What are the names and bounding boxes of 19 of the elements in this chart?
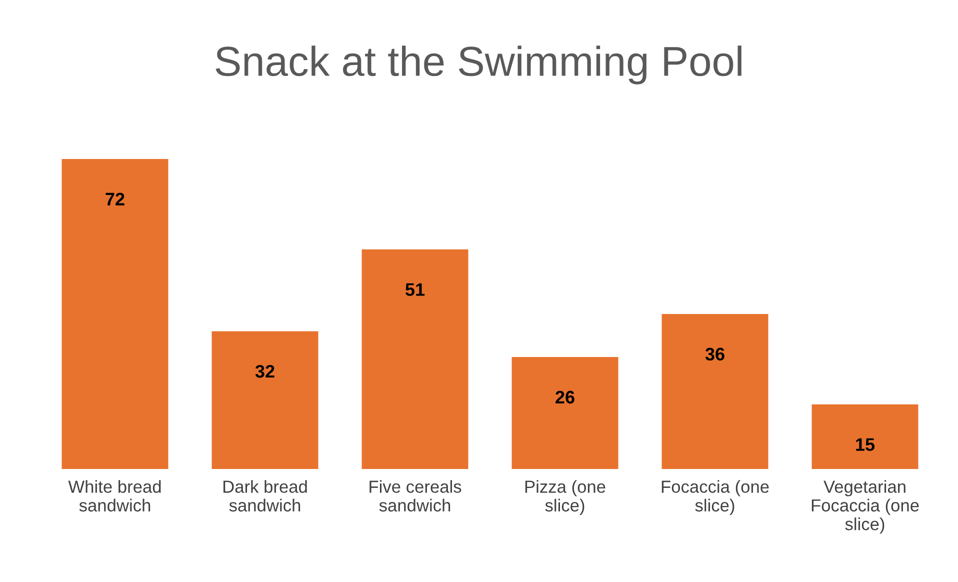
data-label: 51 <box>406 283 425 296</box>
bar <box>62 159 168 469</box>
data-label: 36 <box>705 348 724 361</box>
x-tick-label: Dark bread sandwich <box>223 480 307 512</box>
x-tick-label: White bread sandwich <box>68 480 161 512</box>
data-label: 32 <box>255 364 274 378</box>
data-label: 15 <box>856 438 875 451</box>
bar <box>662 314 768 469</box>
x-tick-label: Vegetarian Focaccia (one slice) <box>812 480 919 534</box>
bar <box>362 249 468 469</box>
data-label: 26 <box>556 390 574 404</box>
bar <box>812 404 918 469</box>
x-tick-label: Pizza (one slice) <box>525 480 606 515</box>
bar <box>212 331 318 469</box>
chart-title: Snack at the Swimming Pool <box>216 46 742 84</box>
data-label: 72 <box>106 192 124 206</box>
x-tick-label: Five cereals sandwich <box>370 480 462 512</box>
x-tick-label: Focaccia (one slice) <box>662 480 769 515</box>
bar <box>512 357 618 469</box>
